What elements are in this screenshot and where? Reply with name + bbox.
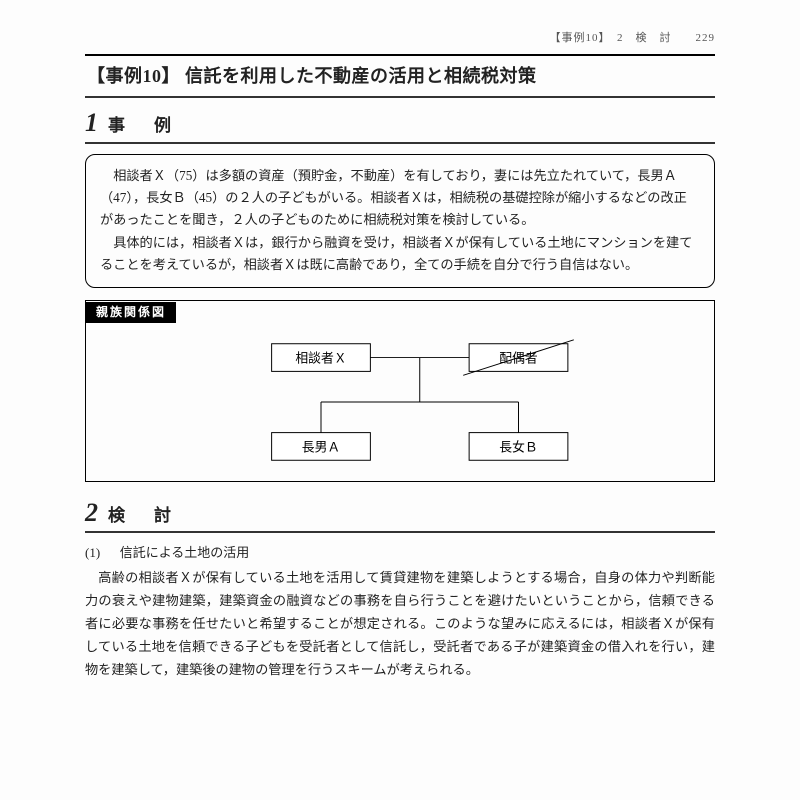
running-head: 【事例10】 2 検 討 229 — [85, 30, 715, 48]
subsection-head: (1) 信託による土地の活用 — [85, 543, 715, 564]
svg-text:長男Ａ: 長男Ａ — [302, 440, 340, 454]
case-number: 【事例10】 — [87, 66, 180, 86]
case-title-text: 信託を利用した不動産の活用と相続税対策 — [185, 66, 537, 86]
section-1-label: 事 例 — [108, 112, 177, 139]
diagram-label: 親族関係図 — [86, 302, 176, 323]
family-tree: 相談者Ｘ配偶者長男Ａ長女Ｂ — [86, 323, 714, 481]
svg-text:長女Ｂ: 長女Ｂ — [499, 439, 537, 454]
facts-box: 相談者Ｘ（75）は多額の資産（預貯金，不動産）を有しており，妻には先立たれていて… — [85, 154, 715, 288]
subsection-title: 信託による土地の活用 — [120, 545, 250, 560]
facts-p2: 具体的には，相談者Ｘは，銀行から融資を受け，相談者Ｘが保有している土地にマンショ… — [100, 232, 700, 277]
facts-p1: 相談者Ｘ（75）は多額の資産（預貯金，不動産）を有しており，妻には先立たれていて… — [100, 165, 700, 232]
subsection-marker: (1) — [85, 545, 100, 560]
section-1-head: 1 事 例 — [85, 110, 715, 143]
diagram-container: 親族関係図 相談者Ｘ配偶者長男Ａ長女Ｂ — [85, 300, 715, 482]
section-2-head: 2 検 討 — [85, 500, 715, 533]
section-2-label: 検 討 — [108, 502, 177, 529]
section-1-num: 1 — [85, 110, 98, 136]
body-p1: 高齢の相談者Ｘが保有している土地を活用して賃貸建物を建築しようとする場合，自身の… — [85, 566, 715, 681]
section-2-num: 2 — [85, 500, 98, 526]
body-text: 高齢の相談者Ｘが保有している土地を活用して賃貸建物を建築しようとする場合，自身の… — [85, 566, 715, 681]
svg-text:相談者Ｘ: 相談者Ｘ — [295, 350, 346, 365]
case-title-box: 【事例10】 信託を利用した不動産の活用と相続税対策 — [85, 54, 715, 99]
